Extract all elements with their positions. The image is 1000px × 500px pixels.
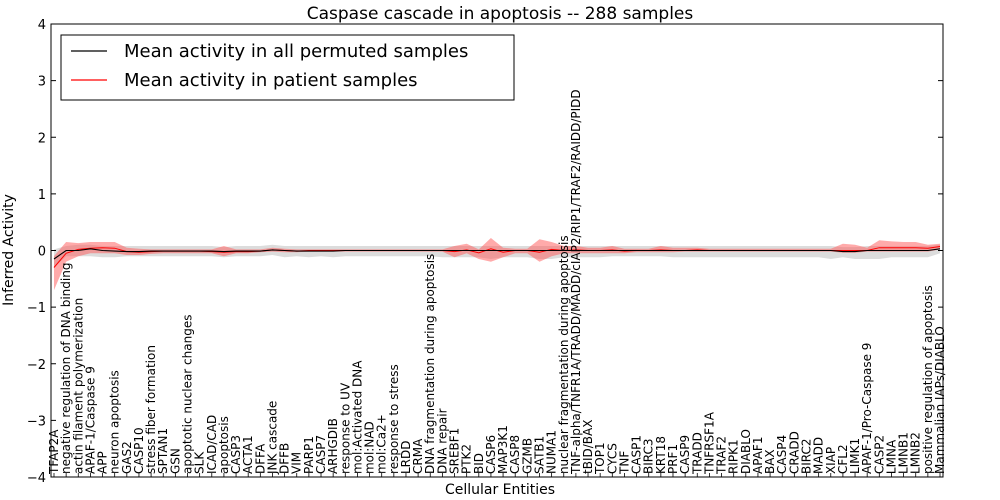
x-category-label: GAS2 [120, 441, 134, 474]
x-category-label: KRT18 [654, 436, 668, 474]
x-category-label: mol:Activated DNA [350, 360, 364, 474]
x-category-label: CASP8 [508, 435, 522, 474]
x-category-label: CASP7 [314, 435, 328, 474]
x-category-label: TRAF2 [715, 436, 729, 475]
x-category-label: CASP9 [678, 435, 692, 474]
x-category-label: CFL2 [836, 444, 850, 474]
legend-label-permuted: Mean activity in all permuted samples [124, 41, 468, 62]
x-category-label: tBID/BAX [581, 420, 595, 474]
x-category-label: CRMA [411, 438, 425, 474]
x-category-label: CASP6 [484, 435, 498, 474]
y-axis-title: Inferred Activity [1, 194, 17, 306]
x-category-label: mol:NAD [363, 421, 377, 474]
y-tick-label: −4 [27, 471, 46, 486]
x-category-label: CRADD [787, 431, 801, 474]
y-tick-label: 2 [38, 131, 46, 146]
x-category-label: CASP10 [132, 427, 146, 474]
x-category-label: MAP3K1 [496, 425, 510, 474]
x-category-label: APAF1 [751, 437, 765, 474]
y-tick-label: 4 [38, 18, 46, 33]
x-category-label: apoptosis [217, 416, 231, 474]
x-category-label: GZMB [520, 438, 534, 474]
x-category-label: stress fiber formation [144, 345, 158, 474]
x-category-label: TFAP2A [47, 429, 61, 475]
x-category-label: actin filament polymerization [71, 298, 85, 474]
x-category-label: VIM [290, 452, 304, 474]
x-category-label: CYCS [605, 443, 619, 474]
x-category-label: ICAD/CAD [205, 415, 219, 474]
x-category-label: XIAP [824, 447, 838, 474]
x-category-label: CASP4 [775, 435, 789, 474]
x-category-label: ACTA1 [241, 435, 255, 474]
x-category-label: positive regulation of apoptosis [921, 285, 935, 474]
x-category-label: LMNB1 [897, 432, 911, 474]
x-category-label: Mammalian IAPs/DIABLO [933, 326, 947, 474]
y-tick-label: −1 [27, 301, 46, 316]
x-category-label: BID [472, 453, 486, 474]
legend-box [60, 34, 515, 101]
x-category-label: APAF-1/Pro-Caspase 9 [860, 343, 874, 474]
x-category-label: BIRC3 [642, 438, 656, 474]
x-category-label: DFFB [278, 443, 292, 474]
y-tick-label: 0 [38, 245, 46, 260]
x-category-label: nuclear fragmentation during apoptosis [557, 235, 571, 474]
x-category-label: TNF-alpha/TNFR1A/TRADD/MADD/cIAP2/RIP1/T… [569, 89, 583, 475]
y-tick-label: −3 [27, 414, 46, 429]
permuted-series-line [53, 248, 941, 260]
x-category-label: PARP1 [302, 436, 316, 474]
x-category-label: PTK2 [460, 444, 474, 474]
x-category-label: APAF-1/Caspase 9 [83, 366, 97, 474]
legend-label-patient: Mean activity in patient samples [124, 70, 418, 91]
x-category-label: LMNA [885, 439, 899, 474]
x-category-label: SATB1 [533, 436, 547, 474]
y-tick-label: −2 [27, 358, 46, 373]
x-category-label: GSN [168, 448, 182, 474]
x-category-label: apoptotic nuclear changes [181, 315, 195, 474]
x-category-label: DNA fragmentation during apoptosis [423, 254, 437, 474]
x-category-label: TNFRSF1A [702, 411, 716, 475]
x-category-label: SREBF1 [448, 428, 462, 474]
x-category-label: mol:Ca2+ [375, 414, 389, 474]
x-category-label: DIABLO [739, 429, 753, 474]
x-category-label: SPTAN1 [156, 428, 170, 474]
x-category-label: BAX [763, 449, 777, 474]
x-category-label: SLK [193, 451, 207, 474]
x-category-label: RIPK1 [727, 439, 741, 474]
x-category-label: NUMA1 [545, 430, 559, 474]
x-category-label: TOP1 [593, 442, 607, 475]
x-category-label: response to UV [338, 382, 352, 474]
x-axis-title: Cellular Entities [445, 482, 555, 498]
x-category-label: MADD [812, 437, 826, 474]
x-category-label: DNA repair [435, 408, 449, 474]
x-category-label: CASP1 [630, 435, 644, 474]
legend: Mean activity in all permuted samples Me… [60, 34, 515, 101]
x-category-label: PRF1 [666, 444, 680, 474]
x-category-label: LRDD [399, 441, 413, 475]
y-tick-label: 1 [38, 188, 46, 203]
x-category-label: TRADD [690, 432, 704, 475]
x-category-label: LMNB2 [909, 432, 923, 474]
chart-title: Caspase cascade in apoptosis -- 288 samp… [307, 4, 694, 24]
x-category-label: JNK cascade [266, 401, 280, 475]
x-category-label: TNF [617, 451, 631, 475]
x-category-label: CASP3 [229, 435, 243, 474]
x-category-label: negative regulation of DNA binding [59, 263, 73, 474]
x-category-label: CASP2 [872, 435, 886, 474]
x-category-label: ARHGDIB [326, 418, 340, 474]
x-category-label: BIRC2 [800, 438, 814, 474]
x-category-label: neuron apoptosis [108, 370, 122, 474]
x-category-label: DFFA [253, 443, 267, 474]
y-tick-label: 3 [38, 75, 46, 90]
x-category-label: APP [96, 451, 110, 474]
x-category-label: LIMK1 [848, 438, 862, 474]
x-category-label: response to stress [387, 364, 401, 474]
